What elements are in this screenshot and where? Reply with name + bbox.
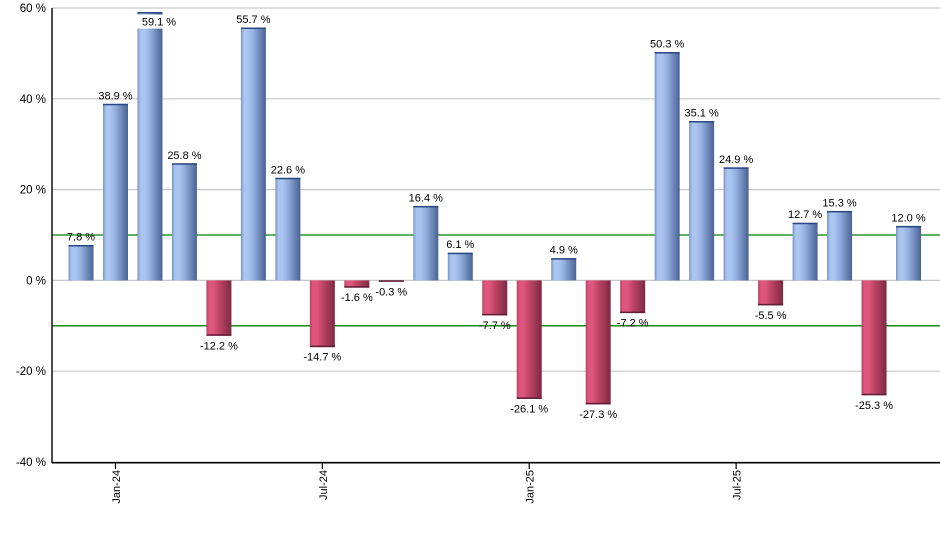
bar-end-cap xyxy=(792,222,818,225)
bar-end-cap xyxy=(413,205,439,208)
bar-end-cap xyxy=(344,286,370,288)
bar-value-label: 22.6 % xyxy=(271,164,305,176)
bar-end-cap xyxy=(585,402,611,405)
x-axis-tick-label: Jan-25 xyxy=(525,470,537,504)
bar-end-cap xyxy=(378,280,404,282)
bar-negative xyxy=(620,280,646,314)
bar-negative xyxy=(585,280,611,405)
bar-end-cap xyxy=(620,311,646,314)
bar-end-cap xyxy=(482,313,508,316)
x-axis-tick-label: Jan-24 xyxy=(111,470,123,504)
bar-end-cap xyxy=(309,345,335,348)
bar-value-label: 38.9 % xyxy=(98,90,132,102)
bar-value-label: -12.2 % xyxy=(200,340,238,352)
bar-value-label: -7.2 % xyxy=(617,318,649,330)
bar-value-label: -25.3 % xyxy=(855,400,893,412)
bar-end-cap xyxy=(758,303,784,306)
bar-positive xyxy=(240,27,266,281)
bar-negative xyxy=(344,280,370,288)
bar-positive xyxy=(723,167,749,281)
bar-negative xyxy=(482,280,508,316)
bar-end-cap xyxy=(447,252,473,255)
y-axis-tick-label: -20 % xyxy=(16,366,46,378)
bar-end-cap xyxy=(896,225,922,228)
bar-end-cap xyxy=(654,52,680,54)
bar-negative xyxy=(758,280,784,306)
y-axis-tick-label: 20 % xyxy=(20,185,46,197)
bar-value-label: -7.7 % xyxy=(479,320,511,332)
bar-value-label: 6.1 % xyxy=(446,239,474,251)
bar-positive xyxy=(413,205,439,281)
bar-value-label: 24.9 % xyxy=(719,154,753,166)
bar-positive xyxy=(896,225,922,281)
bar-end-cap xyxy=(68,244,94,247)
x-axis-tick-label: Jul-24 xyxy=(318,470,330,500)
bar-negative xyxy=(516,280,542,399)
bar-value-label: 50.3 % xyxy=(650,39,684,51)
bar-value-label: 55.7 % xyxy=(236,14,270,26)
bar-end-cap xyxy=(102,103,128,106)
bar-positive xyxy=(171,163,197,281)
bar-positive xyxy=(551,258,577,281)
bar-end-cap xyxy=(137,12,163,14)
bar-end-cap xyxy=(551,258,577,260)
bar-value-label: 16.4 % xyxy=(409,192,443,204)
bar-end-cap xyxy=(275,177,301,180)
bar-value-label: -0.3 % xyxy=(375,286,407,298)
bar-end-cap xyxy=(827,210,853,213)
bar-positive xyxy=(275,177,301,281)
y-axis-tick-label: 0 % xyxy=(26,275,46,287)
bar-end-cap xyxy=(689,121,715,123)
bar-value-label-bg xyxy=(134,14,183,29)
bar-value-label: -1.6 % xyxy=(341,292,373,304)
bar-end-cap xyxy=(206,334,232,336)
bar-end-cap xyxy=(240,27,266,30)
bar-end-cap xyxy=(861,393,887,396)
bar-value-label: 12.0 % xyxy=(891,212,925,224)
x-axis-tick-label: Jul-25 xyxy=(732,470,744,500)
bar-value-label: 35.1 % xyxy=(685,108,719,120)
bar-end-cap xyxy=(516,397,542,399)
bar-value-label: -5.5 % xyxy=(755,310,787,322)
bar-positive xyxy=(137,12,163,281)
bar-value-label: 25.8 % xyxy=(167,150,201,162)
bar-value-label: -14.7 % xyxy=(303,352,341,364)
bar-positive xyxy=(827,210,853,281)
bar-value-label: -26.1 % xyxy=(510,403,548,415)
bar-value-label: 12.7 % xyxy=(788,209,822,221)
bar-positive xyxy=(792,222,818,281)
bar-value-label: -27.3 % xyxy=(579,409,617,421)
bar-positive xyxy=(689,121,715,281)
bar-positive xyxy=(654,52,680,281)
bar-positive xyxy=(68,244,94,281)
bar-value-label: 59.1 % xyxy=(142,17,176,29)
y-axis-tick-label: 60 % xyxy=(20,3,46,15)
y-axis-tick-label: -40 % xyxy=(16,457,46,469)
bar-negative xyxy=(309,280,335,348)
bar-end-cap xyxy=(171,163,197,165)
bar-negative xyxy=(206,280,232,336)
bar-positive xyxy=(447,252,473,281)
bar-value-label: 15.3 % xyxy=(822,197,856,209)
y-axis-tick-label: 40 % xyxy=(20,94,46,106)
bar-value-label: 7.8 % xyxy=(67,231,95,243)
bar-end-cap xyxy=(723,167,749,169)
bar-value-label: 4.9 % xyxy=(550,245,578,257)
bar-positive xyxy=(102,103,128,281)
bar-negative xyxy=(861,280,887,396)
